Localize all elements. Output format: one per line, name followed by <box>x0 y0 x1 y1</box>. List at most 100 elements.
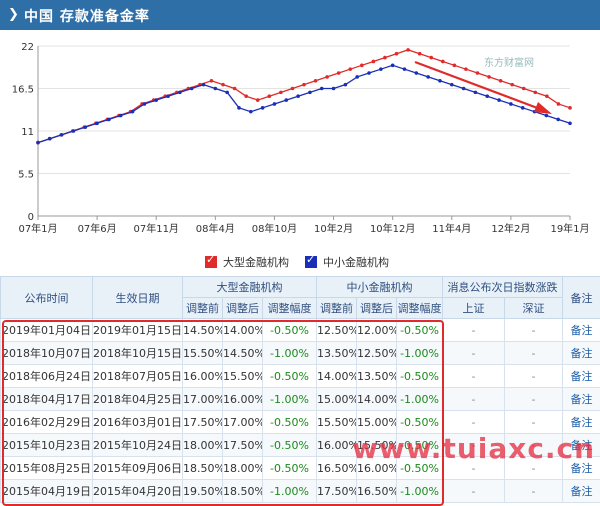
series-point-1 <box>497 98 501 102</box>
legend-label: 中小金融机构 <box>323 256 389 269</box>
series-point-1 <box>249 109 253 114</box>
x-tick-label: 12年2月 <box>491 222 530 235</box>
cell-sz: - <box>504 387 564 411</box>
series-point-1 <box>449 82 454 87</box>
cell-sc: -1.00% <box>396 341 444 365</box>
note-link[interactable]: 备注 <box>562 364 600 388</box>
col-large-change: 调整幅度 <box>261 297 318 319</box>
cell-announce: 2015年10月23日 <box>0 433 93 457</box>
legend-item-large[interactable]: 大型金融机构 <box>205 253 289 270</box>
x-tick-label: 07年6月 <box>78 222 117 235</box>
cell-la: 17.00% <box>222 410 263 434</box>
series-point-1 <box>36 140 40 145</box>
checkbox-icon[interactable] <box>305 253 317 268</box>
series-point-0 <box>394 51 399 56</box>
col-small-before: 调整前 <box>316 297 358 319</box>
page-title: 中国 存款准备金率 <box>24 9 150 25</box>
cell-announce: 2016年02月29日 <box>0 410 93 434</box>
cell-lc: -0.50% <box>261 318 318 342</box>
col-large-before: 调整前 <box>182 297 223 319</box>
cell-sb: 12.50% <box>316 318 358 342</box>
cell-effective: 2018年10月15日 <box>92 341 183 365</box>
x-tick-label: 10年12月 <box>370 222 415 235</box>
series-point-0 <box>568 106 572 110</box>
series-point-1 <box>142 102 147 106</box>
series-point-1 <box>414 71 419 75</box>
cell-announce: 2015年08月25日 <box>0 456 93 480</box>
cell-sh: - <box>442 341 506 365</box>
cell-lb: 19.50% <box>182 479 223 503</box>
series-point-0 <box>452 63 457 68</box>
table-row: 2019年01月04日 2019年01月15日 14.50% 14.00% -0.50%… <box>0 318 600 342</box>
y-tick-label: 16.5 <box>12 85 34 96</box>
cell-sh: - <box>442 433 506 457</box>
x-tick-label: 07年1月 <box>18 222 57 235</box>
cell-sc: -1.00% <box>396 479 444 503</box>
series-point-1 <box>166 94 170 99</box>
table-row: 2016年02月29日 2016年03月01日 17.50% 17.00% -0.50%… <box>0 410 600 434</box>
cell-la: 15.50% <box>222 364 263 388</box>
col-large-after: 调整后 <box>222 297 263 319</box>
series-point-0 <box>209 78 214 83</box>
series-point-0 <box>556 102 561 106</box>
cell-sz: - <box>504 433 564 457</box>
cell-sa: 14.00% <box>356 387 398 411</box>
cell-sz: - <box>504 410 564 434</box>
cell-lc: -1.00% <box>261 479 318 503</box>
table-row: 2015年08月25日 2015年09月06日 18.50% 18.00% -0.50%… <box>0 456 600 480</box>
cell-sc: -0.50% <box>396 364 444 388</box>
series-point-0 <box>533 90 538 95</box>
cell-announce: 2015年04月19日 <box>0 479 93 503</box>
cell-sc: -0.50% <box>396 318 444 342</box>
series-point-1 <box>568 121 572 126</box>
note-link[interactable]: 备注 <box>562 318 600 342</box>
series-point-1 <box>473 90 478 95</box>
series-point-0 <box>325 75 329 79</box>
note-link[interactable]: 备注 <box>562 341 600 365</box>
cell-lb: 16.00% <box>182 364 223 388</box>
cell-la: 14.00% <box>222 318 263 342</box>
series-point-1 <box>461 86 466 91</box>
cell-sb: 14.00% <box>316 364 358 388</box>
series-point-0 <box>429 55 434 60</box>
col-small-change: 调整幅度 <box>396 297 444 319</box>
series-point-0 <box>267 94 272 99</box>
note-link[interactable]: 备注 <box>562 410 600 434</box>
checkbox-icon[interactable] <box>205 253 217 268</box>
series-point-0 <box>510 82 514 87</box>
col-sh: 上证 <box>442 297 506 319</box>
series-point-0 <box>383 55 387 60</box>
series-point-0 <box>475 71 480 75</box>
col-sz: 深证 <box>504 297 564 319</box>
note-link[interactable]: 备注 <box>562 456 600 480</box>
series-point-1 <box>272 102 277 106</box>
series-point-1 <box>201 82 206 87</box>
series-point-0 <box>521 86 526 91</box>
y-tick-label: 5.5 <box>18 170 34 181</box>
cell-sb: 17.50% <box>316 479 358 503</box>
series-point-1 <box>154 98 159 102</box>
cell-effective: 2016年03月01日 <box>92 410 183 434</box>
note-link[interactable]: 备注 <box>562 387 600 411</box>
series-point-1 <box>520 106 525 110</box>
cell-sh: - <box>442 387 506 411</box>
cell-lc: -0.50% <box>261 410 318 434</box>
legend-item-small[interactable]: 中小金融机构 <box>305 253 389 270</box>
note-link[interactable]: 备注 <box>562 433 600 457</box>
series-point-1 <box>237 106 241 110</box>
table-row: 2015年10月23日 2015年10月24日 18.00% 17.50% -0.50%… <box>0 433 600 457</box>
series-point-0 <box>417 51 422 56</box>
cell-la: 18.00% <box>222 456 263 480</box>
x-tick-label: 19年1月 <box>550 222 589 235</box>
cell-effective: 2018年07月05日 <box>92 364 183 388</box>
series-point-1 <box>296 94 300 99</box>
series-point-1 <box>83 125 88 129</box>
cell-sb: 16.50% <box>316 456 358 480</box>
table-body: 2019年01月04日 2019年01月15日 14.50% 14.00% -0.50%… <box>0 318 600 503</box>
cell-announce: 2019年01月04日 <box>0 318 93 342</box>
x-tick-label: 11年4月 <box>432 222 471 235</box>
series-point-1 <box>71 129 76 133</box>
note-link[interactable]: 备注 <box>562 479 600 503</box>
series-point-1 <box>390 63 395 68</box>
series-point-0 <box>360 63 364 68</box>
